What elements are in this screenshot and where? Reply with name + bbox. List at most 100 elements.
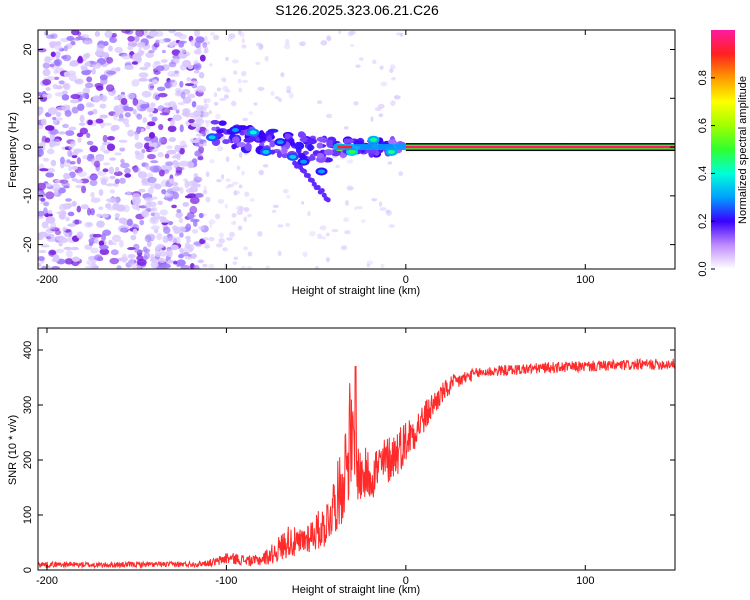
spectrogram-noise-blob	[86, 132, 91, 139]
spectrogram-noise-blob	[53, 76, 60, 80]
spectrogram-noise-blob	[138, 188, 146, 193]
spectrogram-noise-blob	[82, 87, 90, 95]
spectrogram-noise-blob	[64, 232, 70, 237]
spectrogram-noise-blob	[179, 248, 184, 253]
spectrogram-noise-blob	[149, 165, 160, 173]
spectrogram-noise-blob	[195, 192, 204, 198]
spectrogram-noise-blob	[174, 173, 180, 177]
spectrogram-feature-blob	[266, 135, 273, 143]
spectrogram-fade-blob	[242, 117, 249, 122]
spectrogram-noise-blob	[67, 223, 77, 227]
spectrogram-fade-blob	[246, 213, 252, 218]
spectrogram-noise-blob	[182, 201, 189, 207]
spectrogram-noise-blob	[146, 200, 152, 205]
spectrogram-feature-blob	[218, 120, 227, 126]
spectrogram-fade-blob	[347, 186, 355, 191]
spectrogram-noise-blob	[169, 137, 177, 142]
spectrogram-fade-blob	[208, 263, 215, 269]
spectrogram-fade-blob	[238, 206, 245, 212]
spectrogram-feature-core	[348, 149, 356, 154]
spectrogram-noise-blob	[176, 208, 182, 213]
spectrogram-noise-blob	[70, 93, 81, 100]
spectrogram-noise-blob	[55, 235, 66, 241]
spectrogram-fade-blob	[282, 188, 289, 194]
spectrogram-noise-blob	[65, 216, 71, 222]
spectrogram-noise-blob	[184, 195, 193, 199]
spectrogram-noise-blob	[159, 112, 170, 116]
spectrogram-fade-blob	[233, 256, 239, 260]
spectrogram-noise-blob	[58, 203, 67, 212]
spectrogram-fade-blob	[277, 250, 282, 257]
spectrogram-fade-blob	[326, 113, 333, 119]
spectrogram-fade-blob	[202, 189, 208, 195]
spectrogram-noise-blob	[43, 207, 48, 215]
spectrogram-feature-core	[289, 154, 297, 159]
spectrogram-noise-blob	[179, 80, 184, 88]
spectrogram-noise-blob	[175, 109, 180, 114]
spectrogram-feature-blob	[326, 139, 334, 148]
spectrogram-noise-blob	[136, 103, 141, 111]
spectrogram-noise-blob	[146, 125, 151, 130]
spectrogram-noise-blob	[159, 250, 167, 257]
spectrogram-streak-blob	[315, 185, 321, 191]
spectrogram-noise-blob	[57, 131, 66, 135]
spectrogram-noise-blob	[127, 129, 135, 137]
spectrogram-noise-blob	[84, 82, 94, 89]
spectrogram-noise-blob	[151, 206, 158, 212]
spectrogram-noise-blob	[170, 118, 175, 127]
spectrogram-noise-blob	[59, 210, 67, 216]
spectrogram-fade-blob	[244, 207, 250, 212]
spectrogram-noise-blob	[55, 50, 61, 57]
spectrogram-noise-blob	[38, 182, 47, 191]
spectrogram-fade-blob	[241, 37, 245, 44]
spectrogram-noise-blob	[118, 139, 128, 143]
spectrogram-fade-blob	[354, 206, 358, 211]
spectrogram-noise-blob	[176, 259, 186, 267]
spectrogram-noise-blob	[38, 215, 44, 220]
spectrogram-noise-blob	[165, 249, 173, 257]
spectrogram-fade-blob	[225, 56, 229, 62]
spectrogram-noise-blob	[90, 197, 101, 203]
spectrogram-noise-blob	[179, 147, 185, 155]
spectrogram-noise-blob	[101, 213, 109, 218]
spectrogram-fade-blob	[356, 206, 363, 210]
spectrogram-fade-blob	[212, 34, 220, 41]
spectrogram-noise-blob	[49, 250, 57, 256]
spectrogram-noise-blob	[61, 55, 68, 60]
spectrogram-noise-blob	[151, 142, 158, 148]
spectrogram-noise-blob	[101, 51, 109, 58]
spectrogram-fade-blob	[231, 181, 239, 185]
spectrogram-fade-blob	[277, 224, 284, 228]
snr-frame	[37, 327, 676, 571]
spectrogram-noise-blob	[119, 227, 128, 233]
spectrogram-noise-blob	[113, 96, 120, 101]
spectrogram-fade-blob	[221, 174, 225, 180]
spectrogram-fade-blob	[208, 219, 216, 225]
spectrogram-noise-blob	[172, 114, 182, 122]
spectrogram-noise-blob	[155, 65, 165, 72]
spectrogram-fade-blob	[380, 81, 388, 87]
spectrogram-noise-blob	[76, 157, 82, 165]
spectrogram-noise-blob	[147, 121, 156, 127]
spectrogram-noise-blob	[75, 179, 84, 184]
spectrogram-noise-blob	[182, 59, 192, 68]
spectrogram-noise-blob	[148, 132, 156, 139]
spectrogram-fade-blob	[319, 225, 327, 231]
spectrogram-feature-blob	[316, 142, 323, 149]
spectrogram-noise-blob	[45, 183, 52, 188]
spectrogram-noise-blob	[52, 254, 60, 262]
spectrogram-streak-blob	[301, 168, 307, 174]
spectrogram-fade-blob	[213, 101, 219, 106]
snr-series-line	[38, 357, 675, 570]
spectrogram-noise-blob	[111, 32, 117, 38]
spectrogram-noise-blob	[58, 80, 65, 85]
spectrogram-noise-blob	[159, 209, 168, 216]
spectrogram-fade-blob	[202, 237, 209, 241]
spectrogram-fade-blob	[219, 97, 227, 102]
chart-title: S126.2025.323.06.21.C26	[275, 2, 439, 18]
spectrogram-noise-blob	[177, 226, 186, 233]
spectrogram-noise-blob	[141, 210, 149, 218]
spectrogram-noise-blob	[118, 217, 128, 224]
spectrogram-noise-blob	[197, 259, 204, 264]
spectrogram-noise-blob	[38, 262, 42, 268]
